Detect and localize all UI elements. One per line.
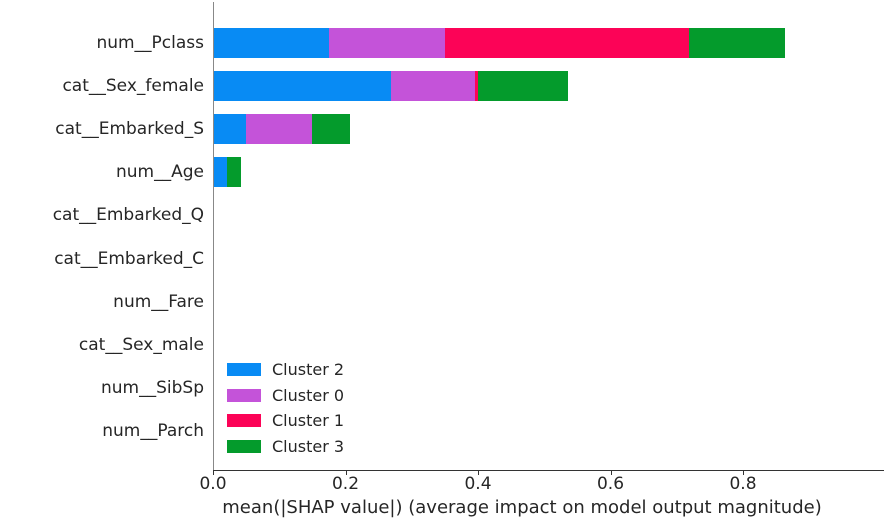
- legend-swatch: [227, 414, 261, 428]
- legend-item: Cluster 3: [227, 434, 344, 460]
- legend-swatch: [227, 439, 261, 453]
- x-tick-label: 0.2: [331, 474, 360, 494]
- legend-label: Cluster 3: [272, 436, 345, 456]
- legend: Cluster 2 Cluster 0 Cluster 1 Cluster 3: [227, 357, 344, 459]
- bar-segment: [213, 27, 329, 58]
- bar-segment: [328, 27, 445, 58]
- y-tick-label: cat__Sex_male: [78, 334, 204, 355]
- y-tick-label: num__Fare: [113, 291, 204, 312]
- bar-segment: [444, 27, 690, 58]
- x-axis-title: mean(|SHAP value|) (average impact on mo…: [222, 497, 822, 518]
- y-tick-label: cat__Embarked_Q: [52, 205, 204, 226]
- legend-swatch: [227, 363, 261, 377]
- legend-swatch: [227, 388, 261, 402]
- bar-segment: [475, 70, 479, 101]
- x-tick-mark: [610, 470, 612, 475]
- y-tick-label: num__Parch: [102, 421, 204, 442]
- y-tick-label: cat__Sex_female: [62, 75, 204, 96]
- x-tick-label: 0.4: [464, 474, 492, 494]
- x-tick-mark: [213, 470, 215, 475]
- x-tick-mark: [345, 470, 347, 475]
- bar-segment: [213, 113, 247, 144]
- legend-item: Cluster 1: [227, 408, 344, 434]
- y-tick-label: num__SibSp: [101, 378, 204, 399]
- bar-segment: [213, 70, 391, 101]
- bar-segment: [312, 113, 351, 144]
- x-tick-label: 0.8: [729, 474, 757, 494]
- legend-item: Cluster 0: [227, 383, 344, 409]
- bar-segment: [246, 113, 313, 144]
- x-axis-line: [213, 470, 884, 472]
- legend-label: Cluster 2: [272, 360, 345, 380]
- x-tick-mark: [478, 470, 480, 475]
- y-tick-label: cat__Embarked_S: [55, 118, 204, 139]
- y-tick-label: num__Pclass: [96, 32, 204, 53]
- legend-item: Cluster 2: [227, 357, 344, 383]
- bar-segment: [689, 27, 785, 58]
- y-tick-label: num__Age: [116, 162, 204, 183]
- legend-label: Cluster 0: [272, 385, 345, 405]
- bar-segment: [478, 70, 569, 101]
- y-axis-spine: [213, 2, 215, 470]
- legend-label: Cluster 1: [272, 411, 345, 431]
- x-tick-label: 0.0: [199, 474, 227, 494]
- bar-segment: [390, 70, 476, 101]
- x-tick-label: 0.6: [596, 474, 625, 494]
- bar-segment: [213, 157, 227, 188]
- x-tick-mark: [743, 470, 745, 475]
- bar-segment: [226, 157, 241, 188]
- y-tick-label: cat__Embarked_C: [54, 248, 204, 269]
